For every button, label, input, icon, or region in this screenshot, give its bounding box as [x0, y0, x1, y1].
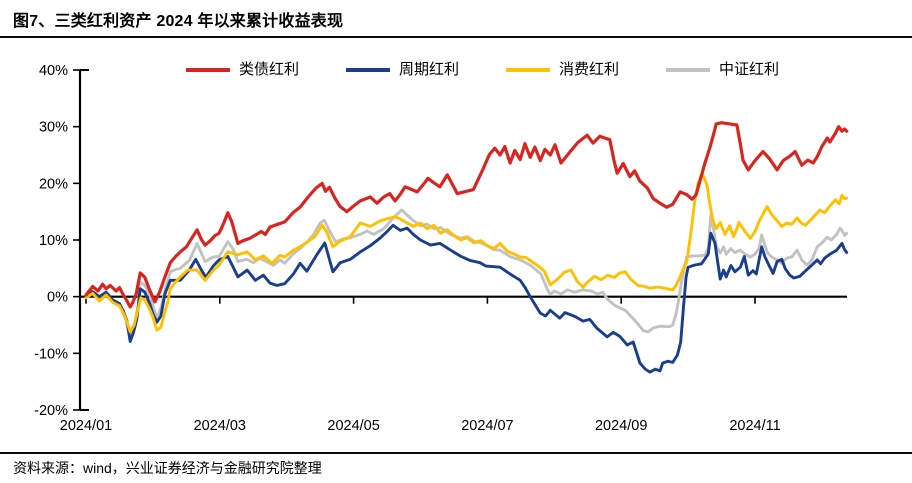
y-tick-label: -20% [34, 403, 68, 419]
x-tick-label: 2024/05 [327, 418, 379, 434]
legend-swatch-xiaofei [506, 67, 551, 72]
legend-swatch-zhongzheng [666, 67, 711, 72]
y-tick-label: 20% [39, 176, 68, 192]
legend-swatch-leizhai [186, 67, 230, 72]
y-tick-label: -10% [34, 346, 68, 362]
legend-label-xiaofei: 消费红利 [559, 61, 620, 78]
chart-legend: 类债红利 周期红利 消费红利 中证红利 [186, 62, 779, 77]
y-tick-label: 0% [47, 290, 68, 306]
legend-item-zhongzheng: 中证红利 [666, 62, 779, 77]
chart-series [84, 121, 849, 374]
legend-label-zhongzheng: 中证红利 [719, 61, 780, 78]
x-axis [80, 295, 847, 304]
series-line-类债红利 [84, 121, 849, 309]
series-line-消费红利 [84, 171, 849, 334]
title-divider [0, 36, 912, 38]
x-tick-label: 2024/07 [461, 418, 513, 434]
legend-item-zhouqi: 周期红利 [346, 62, 459, 77]
y-tick-label: 10% [39, 233, 68, 249]
chart-canvas: 40%30%20%10%0%-10%-20%2024/01 2024/03 2024… [34, 63, 849, 434]
y-tick-labels: 40% 30% 20% 10% 0% -10% -20% [34, 63, 68, 419]
line-chart: 类债红利 周期红利 消费红利 中证红利 40% 30% 20% 10% 0% -10% -2… [0, 40, 912, 452]
legend-label-leizhai: 类债红利 [239, 61, 300, 78]
x-tick-label: 2024/03 [194, 418, 246, 434]
footer-divider [0, 452, 912, 454]
legend-swatch-zhouqi [346, 67, 391, 72]
series-line-中证红利 [84, 208, 849, 337]
y-tick-label: 30% [39, 120, 68, 136]
y-tick-label: 40% [39, 63, 68, 79]
page-title: 图7、三类红利资产 2024 年以来累计收益表现 [13, 13, 344, 30]
legend-item-xiaofei: 消费红利 [506, 62, 619, 77]
x-tick-labels: 2024/01 2024/03 2024/05 2024/07 2024/09 2024/… [60, 418, 781, 434]
x-tick-label: 2024/01 [60, 418, 112, 434]
y-axis [73, 69, 89, 411]
source-note: 资料来源：wind，兴业证券经济与金融研究院整理 [13, 460, 322, 476]
legend-label-zhouqi: 周期红利 [399, 61, 460, 78]
x-tick-label: 2024/11 [729, 418, 780, 434]
x-tick-label: 2024/09 [595, 418, 647, 434]
series-line-周期红利 [84, 223, 849, 374]
legend-item-leizhai: 类债红利 [186, 62, 299, 77]
